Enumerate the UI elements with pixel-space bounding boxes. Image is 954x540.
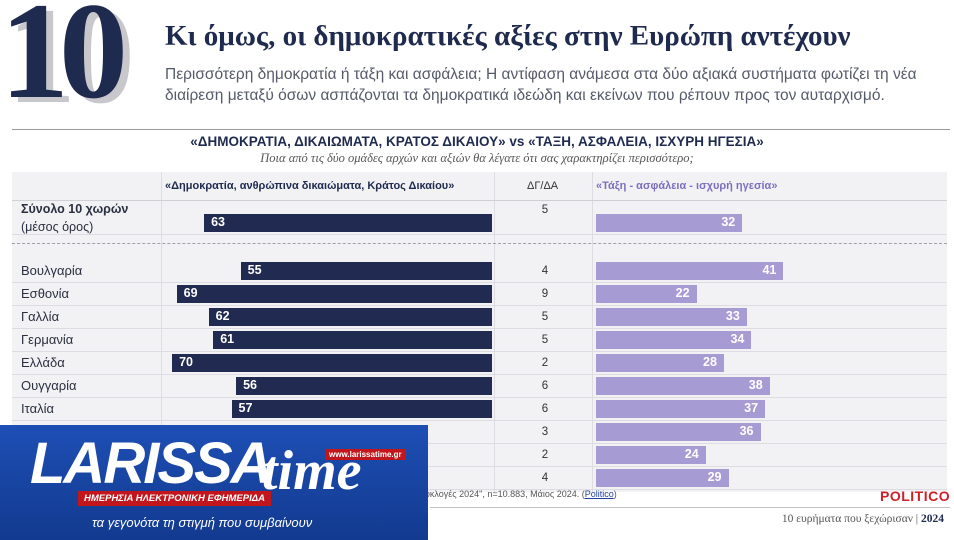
header-divider [12, 129, 950, 130]
country-label: Γερμανία [21, 332, 74, 347]
table-row-line [12, 305, 947, 306]
bar-democracy: 56 [236, 377, 492, 395]
bar-order: 29 [596, 469, 729, 487]
bar-order-label: 36 [739, 424, 754, 438]
dk-value: 3 [541, 426, 549, 438]
column-header-dk: ΔΓ/ΔΑ [527, 180, 559, 192]
bar-democracy-label: 63 [211, 215, 225, 229]
table-row-line [12, 374, 947, 375]
source-end: ) [613, 489, 617, 499]
dk-value: 5 [541, 204, 549, 216]
column-divider [161, 172, 162, 492]
footer-text: 10 ευρήματα που ξεχώρισαν | [781, 513, 921, 525]
bar-democracy-label: 69 [183, 286, 198, 300]
logo-url: www.larissatime.gr [325, 449, 406, 460]
dk-value: 9 [541, 288, 549, 300]
dk-value: 2 [541, 449, 549, 461]
bar-democracy-label: 56 [243, 378, 257, 392]
bar-order-label: 34 [730, 332, 745, 346]
total-label: Σύνολο 10 χωρών [21, 202, 129, 216]
dk-value: 4 [541, 265, 549, 277]
table-row-line [12, 234, 947, 235]
table-row-line [12, 397, 947, 398]
bar-order-label: 38 [748, 378, 763, 392]
bar-democracy-label: 57 [238, 401, 253, 415]
country-label: Ελλάδα [21, 355, 65, 370]
ranking-number: 10 [0, 0, 128, 127]
bar-order-label: 29 [707, 470, 722, 484]
bar-order: 24 [596, 446, 706, 464]
bar-order: 36 [596, 423, 761, 441]
politico-logo: POLITICO [880, 488, 951, 504]
bar-democracy: 63 [204, 214, 492, 232]
footer-year: 2024 [921, 513, 944, 525]
country-label: Βουλγαρία [21, 263, 83, 278]
logo-tagline: ΗΜΕΡΗΣΙΑ ΗΛΕΚΤΡΟΝΙΚΗ ΕΦΗΜΕΡΙΔΑ [78, 491, 271, 506]
page-title: Κι όμως, οι δημοκρατικές αξίες στην Ευρώ… [165, 20, 851, 52]
bar-democracy: 55 [240, 262, 492, 280]
bar-order-label: 22 [675, 286, 690, 300]
bar-order: 32 [596, 214, 743, 232]
source-link[interactable]: Politico [584, 489, 614, 499]
footer-caption: 10 ευρήματα που ξεχώρισαν | 2024 [782, 513, 944, 525]
table-row-line [12, 466, 947, 467]
bar-order: 41 [596, 262, 784, 280]
bar-democracy: 57 [231, 400, 492, 418]
bar-order: 33 [596, 308, 747, 326]
bar-order-label: 32 [721, 215, 736, 229]
bar-order-label: 37 [744, 401, 759, 415]
bar-order: 22 [596, 285, 697, 303]
table-row-line [12, 420, 947, 421]
table-row-line [12, 443, 947, 444]
bar-order-label: 24 [684, 447, 699, 461]
dk-value: 5 [541, 311, 549, 323]
bar-order: 28 [596, 354, 724, 372]
lead-paragraph: Περισσότερη δημοκρατία ή τάξη και ασφάλε… [165, 66, 917, 104]
table-row-line [12, 351, 947, 352]
dk-value: 6 [541, 380, 549, 392]
larissatime-logo[interactable]: LARISSA time www.larissatime.gr ΗΜΕΡΗΣΙΑ… [0, 425, 428, 540]
country-label: Γαλλία [21, 309, 60, 324]
bar-order-label: 28 [703, 355, 717, 369]
table-row-line [12, 328, 947, 329]
column-divider [494, 172, 495, 492]
country-label: Ιταλία [21, 401, 54, 416]
total-sublabel: (μέσος όρος) [21, 220, 94, 234]
bar-order: 38 [596, 377, 770, 395]
chart-subtitle: Ποια από τις δύο ομάδες αρχών και αξιών … [260, 151, 694, 165]
table-row-line [12, 282, 947, 283]
bar-democracy: 70 [172, 354, 492, 372]
bar-democracy-label: 55 [247, 263, 262, 277]
footer-divider [430, 507, 950, 508]
column-header-democracy: «Δημοκρατία, ανθρώπινα δικαιώματα, Κράτο… [165, 180, 455, 192]
bar-democracy: 69 [176, 285, 492, 303]
dk-value: 2 [541, 357, 549, 369]
bar-democracy: 62 [208, 308, 492, 326]
bar-democracy-label: 61 [220, 332, 235, 346]
header-row-line [12, 200, 947, 201]
bar-democracy: 61 [213, 331, 492, 349]
bar-democracy-label: 62 [215, 309, 230, 323]
bar-order: 34 [596, 331, 752, 349]
bar-order-label: 41 [762, 263, 777, 277]
logo-slogan: τα γεγονότα τη στιγμή που συμβαίνουν [92, 515, 313, 530]
bar-democracy-label: 70 [179, 355, 193, 369]
country-label: Ουγγαρία [21, 378, 77, 393]
dk-value: 4 [541, 472, 549, 484]
chart-title: «ΔΗΜΟΚΡΑΤΙΑ, ΔΙΚΑΙΩΜΑΤΑ, ΚΡΑΤΟΣ ΔΙΚΑΙΟΥ»… [190, 134, 764, 149]
dk-value: 5 [541, 334, 549, 346]
bar-order-label: 33 [725, 309, 740, 323]
logo-wordmark: LARISSA [30, 431, 273, 496]
column-divider [592, 172, 593, 492]
dk-value: 6 [541, 403, 549, 415]
bar-order: 37 [596, 400, 766, 418]
source-note: υκλογές 2024", n=10.883, Μάιος 2024. (Po… [425, 489, 617, 499]
source-text: υκλογές 2024", n=10.883, Μάιος 2024. ( [425, 489, 585, 499]
total-separator [12, 243, 947, 244]
table-row-line [12, 489, 947, 490]
country-label: Εσθονία [21, 286, 70, 301]
column-header-order: «Τάξη - ασφάλεια - ισχυρή ηγεσία» [596, 180, 778, 192]
